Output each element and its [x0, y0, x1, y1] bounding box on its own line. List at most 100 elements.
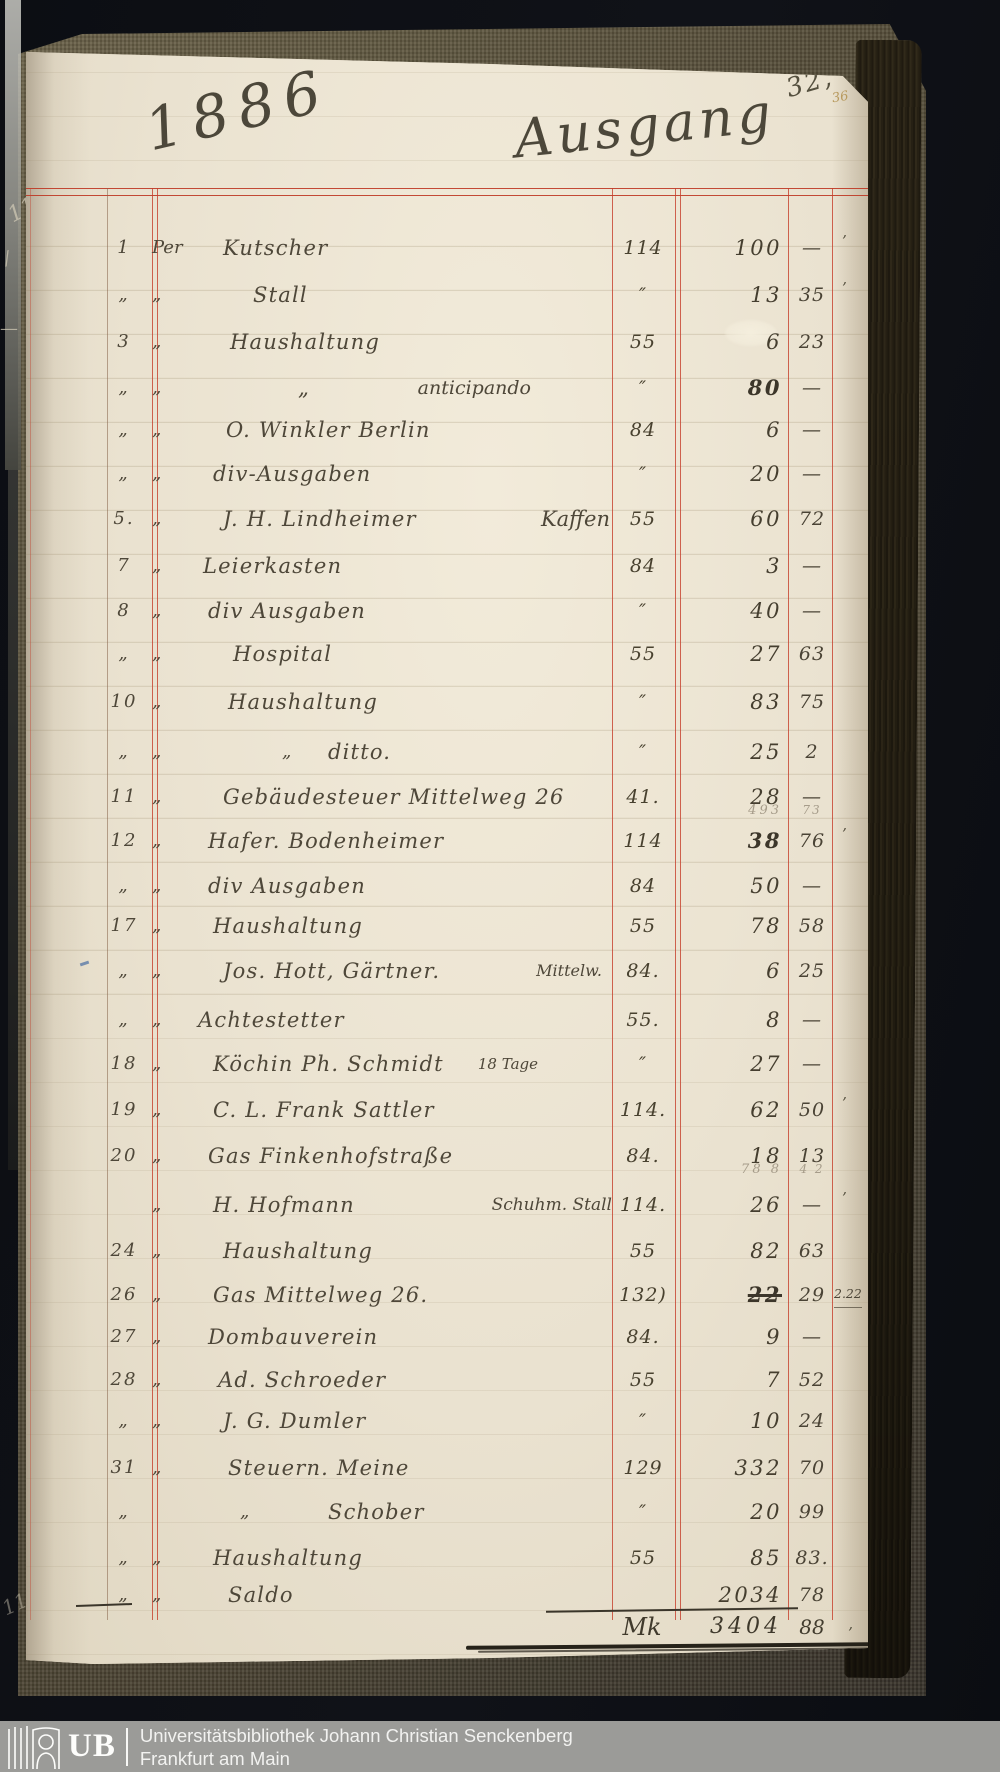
description-cell: Saldo — [228, 1583, 294, 1607]
table-top-rule-2 — [26, 195, 868, 196]
description-cell: Haushaltung — [223, 1239, 374, 1263]
account-folio-cell: 55 — [629, 1547, 657, 1569]
pencil-annotation-pfennig: 4 2 — [799, 1162, 825, 1176]
mark-amount-cell: 83 — [750, 690, 782, 714]
mark-amount-cell: 25 — [750, 740, 782, 764]
description-cell: Jos. Hott, Gärtner. — [223, 959, 441, 983]
day-cell: 19 — [110, 1099, 138, 1120]
pfennig-amount-cell: 52 — [798, 1369, 826, 1391]
ledger-row: 3 „ Haushaltung 55 6 23 — [26, 325, 868, 359]
account-folio-cell: 129 — [623, 1457, 663, 1479]
description-cell: Schober — [328, 1500, 425, 1524]
mark-amount-cell: 7 — [766, 1368, 782, 1392]
library-name: Universitätsbibliothek Johann Christian … — [140, 1724, 573, 1770]
description-cell: Köchin Ph. Schmidt — [213, 1052, 444, 1076]
ledger-row: 5. „ J. H. Lindheimer Kaffen 55 60 72 — [26, 502, 868, 536]
column-rule-pfennig-left — [788, 188, 789, 1620]
pfennig-amount-cell: 75 — [798, 691, 826, 713]
mark-amount-cell: 22 — [747, 1282, 782, 1307]
mark-amount-cell: 27 — [750, 642, 782, 666]
mark-amount-cell: 332 — [734, 1456, 782, 1480]
description-cell: J. H. Lindheimer — [223, 507, 417, 531]
description-suffix: Schuhm. Stall — [491, 1195, 612, 1215]
day-cell: „ — [118, 875, 130, 896]
mark-amount-cell: 6 — [766, 959, 782, 983]
pfennig-amount-cell: 63 — [798, 1240, 826, 1262]
description-cell: O. Winkler Berlin — [226, 418, 431, 442]
description-cell: div-Ausgaben — [213, 462, 372, 486]
pencil-annotation-mark: 493 — [748, 803, 782, 818]
pfennig-amount-cell: — — [802, 1194, 822, 1216]
ledger-row: 18 „ Köchin Ph. Schmidt 18 Tage ″ 27 — — [26, 1047, 868, 1081]
column-rule-left-margin — [30, 188, 31, 1620]
account-folio-cell: 55 — [629, 915, 657, 937]
pfennig-amount-cell: 76 — [798, 830, 826, 852]
mark-amount-cell: 78 — [750, 914, 782, 938]
pfennig-amount-cell: 25 — [798, 960, 826, 982]
day-cell: 3 — [117, 331, 131, 352]
pfennig-amount-cell: 83. — [795, 1547, 829, 1569]
day-cell: 17 — [110, 915, 138, 936]
library-name-line2: Frankfurt am Main — [139, 1747, 290, 1769]
description-cell: C. L. Frank Sattler — [213, 1098, 435, 1122]
description-cell: Hospital — [233, 642, 333, 666]
ub-logo-text: UB — [68, 1728, 116, 1764]
description-cell: Haushaltung — [228, 690, 379, 714]
description-cell: div Ausgaben — [208, 599, 366, 623]
ledger-row: „ H. Hofmann Schuhm. Stall 114. 26 — ’ — [26, 1188, 868, 1222]
day-cell: 31 — [110, 1457, 138, 1478]
page-title: Ausgang — [511, 82, 778, 171]
ledger-row: 24 „ Haushaltung 55 82 63 — [26, 1234, 868, 1268]
pfennig-amount-cell: — — [802, 1053, 822, 1075]
column-rule-amount-left-a — [675, 188, 676, 1620]
column-rule-day-right-a — [152, 188, 153, 1620]
mark-amount-cell: 100 — [734, 236, 782, 260]
description-cell: ditto. — [328, 740, 392, 764]
account-folio-cell: 55. — [626, 1009, 660, 1031]
ditto-prefix: „ — [240, 1501, 250, 1522]
check-tick: ’ — [842, 232, 847, 250]
account-folio-cell: ″ — [638, 1053, 648, 1075]
ledger-row: 19 „ C. L. Frank Sattler 114. 62 50 ’ — [26, 1093, 868, 1127]
ledger-row: „ „ div Ausgaben 84 50 — — [26, 869, 868, 903]
ditto-prefix: „ — [152, 1584, 162, 1605]
pfennig-amount-cell: — — [802, 237, 822, 259]
account-folio-cell: 55 — [629, 508, 657, 530]
ledger-row: „ „ Schober ″ 20 99 — [26, 1495, 868, 1529]
library-footer-bar: UB Universitätsbibliothek Johann Christi… — [0, 1721, 1000, 1772]
ledger-row: „ „ „ ditto. ″ 25 2 — [26, 735, 868, 769]
ledger-row: 7 „ Leierkasten 84 3 — — [26, 549, 868, 583]
pfennig-amount-cell: — — [802, 555, 822, 577]
day-cell: 12 — [110, 830, 138, 851]
mark-amount-cell: 80 — [747, 375, 782, 400]
table-top-rule — [26, 188, 868, 189]
mark-amount-cell: 9 — [766, 1325, 782, 1349]
mark-amount-cell: 38 — [747, 828, 782, 853]
day-cell: „ — [118, 1009, 130, 1030]
check-tick: ’ — [842, 1189, 847, 1207]
pfennig-amount-cell: — — [802, 875, 822, 897]
ditto-prefix: „ — [152, 643, 162, 664]
account-folio-cell: 84 — [629, 419, 657, 441]
day-cell: „ — [118, 1501, 130, 1522]
column-rule-amount-left-b — [680, 188, 681, 1620]
ditto-prefix: „ — [152, 508, 162, 529]
column-rule-account-left — [612, 188, 613, 1620]
pencil-annotation-mark: 78 8 — [741, 1162, 782, 1177]
mark-amount-cell: 18 — [750, 1144, 782, 1168]
mark-amount-cell: 27 — [750, 1052, 782, 1076]
ditto-prefix: „ — [152, 1369, 162, 1390]
ditto-prefix: „ — [152, 786, 162, 807]
day-cell: 18 — [110, 1053, 138, 1074]
ditto-prefix: „ — [152, 1547, 162, 1568]
column-rule-day-right-b — [157, 188, 158, 1620]
ditto-prefix: „ — [152, 1009, 162, 1030]
account-folio-cell: 84 — [629, 875, 657, 897]
mark-amount-cell: 26 — [750, 1193, 782, 1217]
description-cell: Steuern. Meine — [228, 1456, 410, 1480]
mark-amount-cell: 20 — [750, 1500, 782, 1524]
day-cell: 5. — [113, 508, 135, 529]
day-cell: 8 — [117, 600, 131, 621]
ledger-row: „ „ Stall ″ 13 35 ’ — [26, 278, 868, 312]
ledger-row: „ „ „ anticipando ″ 80 — — [26, 371, 868, 405]
